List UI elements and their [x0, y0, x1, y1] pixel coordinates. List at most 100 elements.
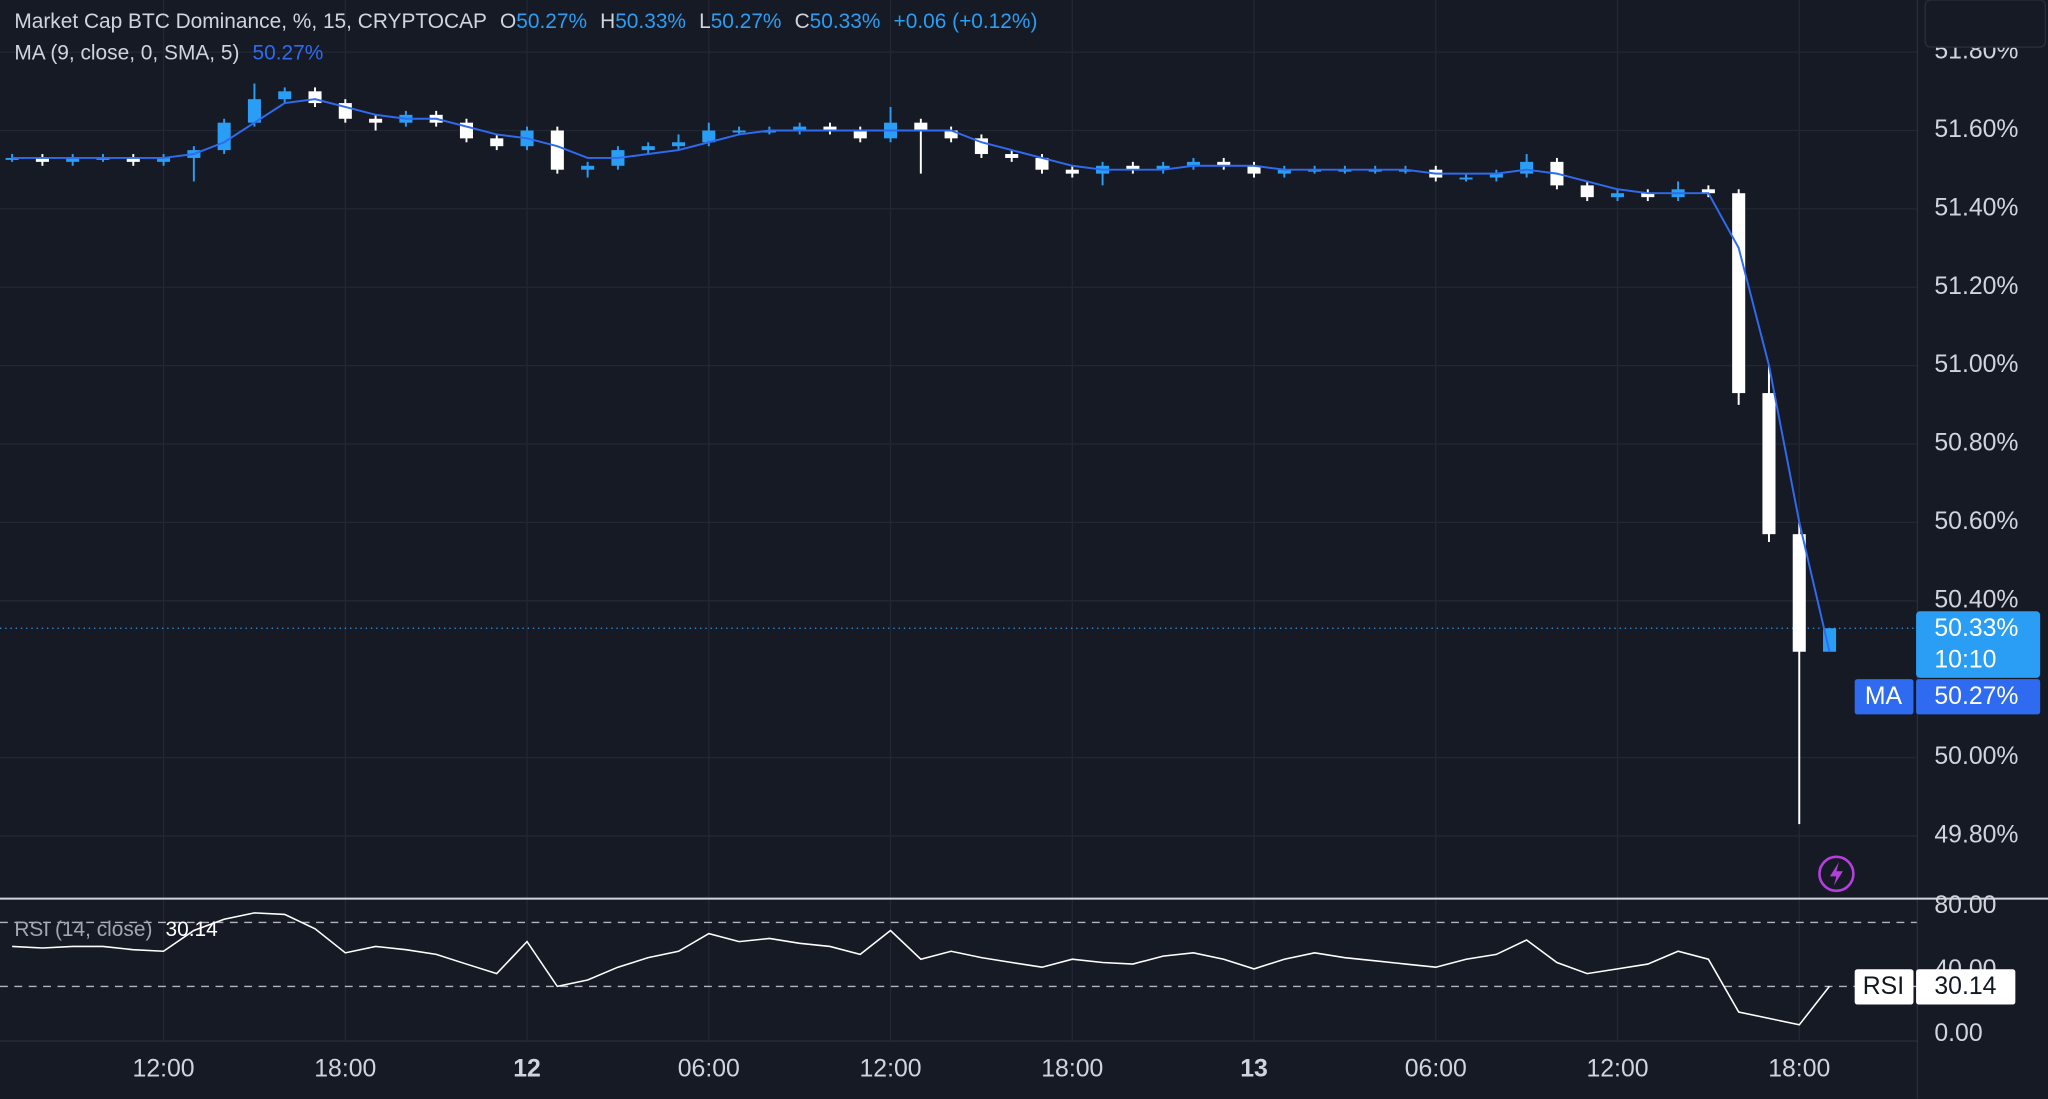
- x-tick-label: 18:00: [1041, 1055, 1103, 1082]
- x-tick-label: 06:00: [1405, 1055, 1467, 1082]
- candle-body: [369, 118, 383, 123]
- candle-body: [1035, 157, 1049, 170]
- candle-body: [1217, 161, 1231, 166]
- alert-bolt: [1829, 862, 1843, 886]
- ohlc-label: O: [500, 10, 516, 33]
- candle-body: [702, 130, 716, 143]
- ohlc-value: 50.27%: [516, 10, 587, 33]
- y-tick-label: 50.40%: [1934, 586, 2018, 613]
- ma-tag: [1854, 679, 1914, 715]
- candle-body: [278, 91, 292, 100]
- candle-body: [1186, 161, 1200, 166]
- rsi-value-tag: [1916, 969, 2016, 1005]
- y-tick-label: 51.40%: [1934, 194, 2018, 221]
- candle-body: [944, 130, 958, 139]
- candle-body: [1641, 193, 1655, 198]
- last-price-tag: [1916, 611, 2041, 678]
- candle-body: [853, 130, 867, 139]
- corner-button[interactable]: [1924, 0, 2047, 48]
- candle-body: [1308, 169, 1322, 172]
- ma-tag-label: MA: [1865, 683, 1903, 710]
- candle-body: [126, 157, 140, 162]
- candle-body: [1762, 393, 1776, 535]
- candle-body: [793, 126, 807, 131]
- rsi-line: [12, 912, 1831, 1026]
- candle-body: [641, 146, 655, 151]
- ma-line: [12, 98, 1831, 652]
- candle-body: [217, 122, 231, 151]
- last-price-label: 50.33%: [1934, 615, 2018, 642]
- ohlc-value: 50.27%: [711, 10, 782, 33]
- candle-body: [1732, 193, 1746, 394]
- ma-legend: MA (9, close, 0, SMA, 5) 50.27%: [14, 41, 323, 64]
- ma-name: MA (9, close, 0, SMA, 5): [14, 41, 239, 64]
- candle-body: [157, 157, 171, 162]
- candle-body: [5, 157, 19, 160]
- candle-body: [35, 157, 49, 162]
- candle-body: [1005, 154, 1019, 158]
- candle-body: [1459, 177, 1473, 180]
- candle-body: [1368, 169, 1382, 172]
- candle-body: [762, 130, 776, 133]
- x-tick-label: 06:00: [678, 1055, 740, 1082]
- candle-body: [1247, 165, 1261, 174]
- ma-value-tag: [1916, 679, 2041, 715]
- rsi-tag: [1854, 969, 1914, 1005]
- y-tick-label: 51.20%: [1934, 273, 2018, 300]
- candle-body: [66, 157, 80, 162]
- candle-body: [914, 122, 928, 131]
- y-tick-label: 50.80%: [1934, 430, 2018, 457]
- candle-body: [1580, 185, 1594, 198]
- y-tick-label: 49.80%: [1934, 821, 2018, 848]
- candle-body: [490, 138, 504, 147]
- rsi-tag-value: 30.14: [1934, 973, 1996, 1000]
- x-tick-label: 13: [1240, 1055, 1268, 1082]
- candle-body: [671, 142, 686, 147]
- ma-value: 50.27%: [252, 41, 323, 64]
- candle-body: [581, 165, 595, 170]
- candle-body: [1398, 169, 1413, 172]
- x-tick-label: 12:00: [1586, 1055, 1648, 1082]
- candle-body: [823, 126, 837, 131]
- rsi-name: RSI (14, close): [14, 917, 152, 940]
- candle-body: [1520, 161, 1534, 174]
- ohlc-label: L: [699, 10, 711, 33]
- overlay-layer: Market Cap BTC Dominance, %, 15, CRYPTOC…: [14, 0, 2047, 1005]
- candle-body: [308, 91, 322, 104]
- change: +0.06 (+0.12%): [894, 10, 1038, 33]
- x-tick-label: 18:00: [314, 1055, 376, 1082]
- candle-body: [1156, 165, 1170, 170]
- rsi-tag-label: RSI: [1863, 973, 1904, 1000]
- rsi-tick-label: 80.00: [1934, 892, 1996, 919]
- candle-body: [1701, 189, 1715, 194]
- ma-tag-value: 50.27%: [1934, 683, 2018, 710]
- candle-body: [1277, 169, 1291, 174]
- plot-layer: [5, 83, 1837, 1026]
- ohlc-value: 50.33%: [810, 10, 881, 33]
- ohlc-label: H: [600, 10, 615, 33]
- x-tick-label: 12: [513, 1055, 541, 1082]
- y-tick-label: 50.00%: [1934, 743, 2018, 770]
- candle-body: [550, 130, 564, 170]
- candle-body: [1065, 169, 1079, 174]
- rsi-value: 30.14: [165, 917, 217, 940]
- candle-body: [1126, 165, 1140, 170]
- x-tick-label: 12:00: [133, 1055, 195, 1082]
- candle-body: [247, 99, 261, 123]
- candle-body: [1610, 193, 1625, 198]
- grid-layer: [0, 0, 1918, 1041]
- x-tick-label: 12:00: [860, 1055, 922, 1082]
- candle-body: [1792, 534, 1806, 652]
- y-tick-label: 51.00%: [1934, 351, 2018, 378]
- y-tick-label: 51.60%: [1934, 116, 2018, 143]
- header: Market Cap BTC Dominance, %, 15, CRYPTOC…: [14, 10, 1037, 33]
- candle-body: [96, 157, 110, 160]
- x-tick-label: 18:00: [1768, 1055, 1830, 1082]
- candle-body: [1338, 169, 1352, 172]
- alert-icon[interactable]: [1818, 855, 1855, 893]
- y-tick-label: 50.60%: [1934, 508, 2018, 535]
- rsi-tick-label: 0.00: [1934, 1020, 1982, 1047]
